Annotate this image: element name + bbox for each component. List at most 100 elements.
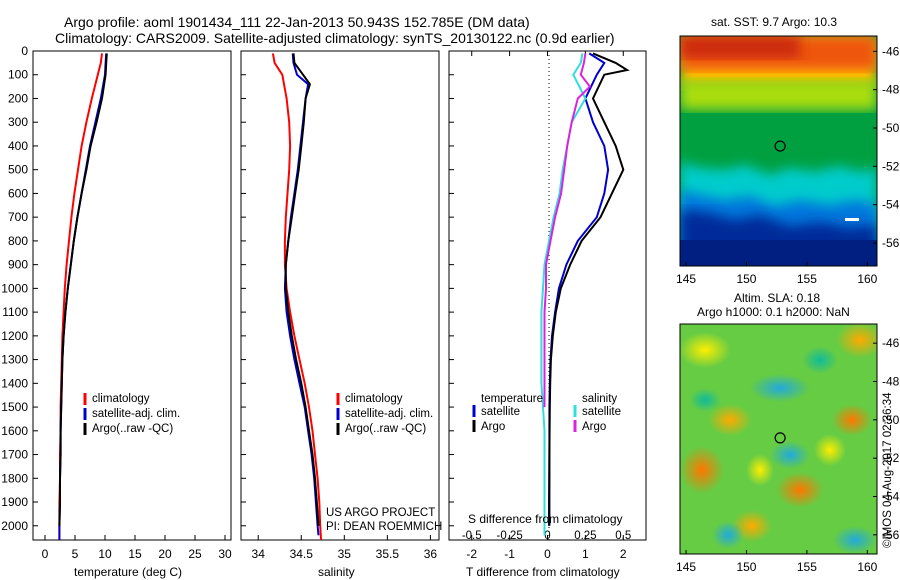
- imos-watermark: ©IMOS 04-Aug-2017 02:36:34: [882, 392, 894, 548]
- legend-label-climatology: climatology: [345, 393, 403, 405]
- depth-tick-label: 600: [8, 186, 28, 200]
- depth-tick-label: 400: [8, 139, 28, 153]
- s-difference-tick-label: 0.5: [615, 530, 631, 542]
- legend-label-t-satellite: satellite: [481, 406, 520, 418]
- series-line-argo-raw-qc-: [58, 53, 108, 526]
- depth-tick-label: 1600: [1, 424, 28, 438]
- depth-tick-label: 1300: [1, 353, 28, 367]
- map-lon-tick-label: 155: [797, 272, 817, 286]
- depth-tick-label: 700: [8, 210, 28, 224]
- salinity-legend: climatology satellite-adj. clim. Argo(..…: [336, 393, 433, 435]
- s-difference-tick-label: 0.25: [574, 530, 596, 542]
- salinity-tick-label: 35: [338, 547, 352, 561]
- figure-title-line2: Climatology: CARS2009. Satellite-adjuste…: [55, 30, 615, 46]
- map-lon-tick-label: 145: [676, 560, 696, 574]
- figure-title-line1: Argo profile: aoml 1901434_111 22-Jan-20…: [64, 14, 530, 30]
- sla-map-frame: [679, 323, 878, 555]
- map-lat-tick-label: -50: [882, 121, 900, 135]
- temperature-x-label: temperature (deg C): [74, 565, 182, 579]
- depth-axis: 0 100 200 300 400 500 600 700 800 900 1000 1100 1200…: [1, 44, 38, 533]
- s-difference-tick-label: -0.5: [462, 530, 482, 542]
- map-lon-tick-label: 155: [797, 560, 817, 574]
- depth-tick-label: 1900: [1, 495, 28, 509]
- sla-map-title-line1: Altim. SLA: 0.18: [734, 291, 820, 305]
- legend-label-s-satellite: satellite: [582, 406, 621, 418]
- legend-label-satellite: satellite-adj. clim.: [92, 408, 180, 420]
- depth-tick-label: 2000: [1, 519, 28, 533]
- temperature-tick-label: 20: [158, 547, 172, 561]
- temperature-axes-box: [32, 50, 232, 541]
- legend-label-satellite: satellite-adj. clim.: [345, 408, 433, 420]
- depth-tick-label: 0: [21, 44, 28, 58]
- map-lat-tick-label: -54: [882, 490, 900, 504]
- salinity-tick-label: 35.5: [376, 547, 400, 561]
- temperature-tick-label: 25: [188, 547, 202, 561]
- sla-map-ticks: 145 150 155 160 -46 -48 -50 -52 -54 -56: [676, 336, 900, 574]
- map-lat-tick-label: -48: [882, 83, 900, 97]
- temperature-tick-label: 10: [98, 547, 112, 561]
- depth-tick-label: 1100: [2, 305, 28, 319]
- map-lat-tick-label: -46: [882, 44, 900, 58]
- depth-tick-label: 1700: [1, 448, 28, 462]
- sst-map-title: sat. SST: 9.7 Argo: 10.3: [711, 15, 837, 29]
- map-lon-tick-label: 150: [736, 560, 756, 574]
- map-lon-tick-label: 160: [857, 560, 877, 574]
- salinity-ticks: 34 34.5 35 35.5 36: [241, 50, 437, 561]
- temperature-tick-label: 30: [218, 547, 232, 561]
- salinity-axes-box: [240, 50, 440, 541]
- legend-header-salinity: salinity: [582, 393, 617, 405]
- legend-label-t-argo: Argo: [481, 421, 505, 433]
- depth-tick-label: 1400: [1, 376, 28, 390]
- t-difference-tick-label: -1: [504, 547, 515, 561]
- map-lat-tick-label: -48: [882, 375, 900, 389]
- t-difference-tick-label: 1: [582, 547, 589, 561]
- temperature-tick-label: 0: [42, 547, 49, 561]
- depth-tick-label: 900: [8, 258, 28, 272]
- temperature-legend: climatology satellite-adj. clim. Argo(..…: [83, 393, 180, 435]
- legend-label-argo: Argo(..raw -QC): [345, 423, 426, 435]
- s-difference-tick-label: 0: [544, 530, 550, 542]
- map-lat-tick-label: -50: [882, 413, 900, 427]
- depth-tick-label: 1800: [1, 471, 28, 485]
- series-line-s-argo: [543, 53, 592, 408]
- t-difference-tick-label: 2: [620, 547, 627, 561]
- sst-map-frame: [679, 35, 878, 267]
- depth-tick-label: 800: [8, 234, 28, 248]
- depth-tick-label: 1500: [1, 400, 28, 414]
- legend-label-s-argo: Argo: [582, 421, 606, 433]
- t-difference-tick-label: 0: [544, 547, 551, 561]
- salinity-tick-label: 34.5: [290, 547, 314, 561]
- salinity-series: [271, 53, 323, 541]
- map-lon-tick-label: 145: [676, 272, 696, 286]
- difference-axes-box: [448, 50, 647, 541]
- series-line-t-argo: [548, 52, 630, 526]
- credit-pi: PI: DEAN ROEMMICH: [326, 521, 442, 533]
- temperature-series: [58, 53, 108, 540]
- credit-project: US ARGO PROJECT: [326, 507, 435, 519]
- difference-legend: temperature salinity satellite Argo sate…: [472, 393, 621, 433]
- map-lat-tick-label: -52: [882, 159, 900, 173]
- map-lat-tick-label: -46: [882, 336, 900, 350]
- temperature-x-axis: 0 5 10 15 20 25 30: [42, 535, 232, 561]
- map-lon-tick-label: 150: [736, 272, 756, 286]
- sla-map-title-line2: Argo h1000: 0.1 h2000: NaN: [697, 305, 850, 319]
- legend-header-temperature: temperature: [481, 393, 543, 405]
- difference-ticks: -2 -1 0 1 2 -0.5 -0.25 0 0.25 0.5: [449, 50, 631, 561]
- depth-tick-label: 1200: [1, 329, 28, 343]
- sla-float-marker: [774, 432, 786, 444]
- s-difference-tick-label: -0.25: [497, 530, 523, 542]
- map-lat-tick-label: -54: [882, 198, 900, 212]
- map-lon-tick-label: 160: [857, 272, 877, 286]
- sla-map-image: [680, 324, 877, 554]
- temperature-tick-label: 5: [72, 547, 79, 561]
- sst-map-ticks: 145 150 155 160 -46 -48 -50 -52 -54 -56: [676, 44, 900, 286]
- map-lat-tick-label: -52: [882, 451, 900, 465]
- difference-series: [540, 52, 630, 536]
- depth-tick-label: 200: [8, 91, 28, 105]
- temperature-tick-label: 15: [128, 547, 142, 561]
- t-difference-x-label: T difference from climatology: [466, 565, 620, 579]
- salinity-panel: 34 34.5 35 35.5 36 salinity climatology sate…: [240, 50, 442, 579]
- difference-panel: -2 -1 0 1 2 -0.5 -0.25 0 0.25 0.5 T difference fr…: [448, 50, 647, 579]
- map-lat-tick-label: -56: [882, 236, 900, 250]
